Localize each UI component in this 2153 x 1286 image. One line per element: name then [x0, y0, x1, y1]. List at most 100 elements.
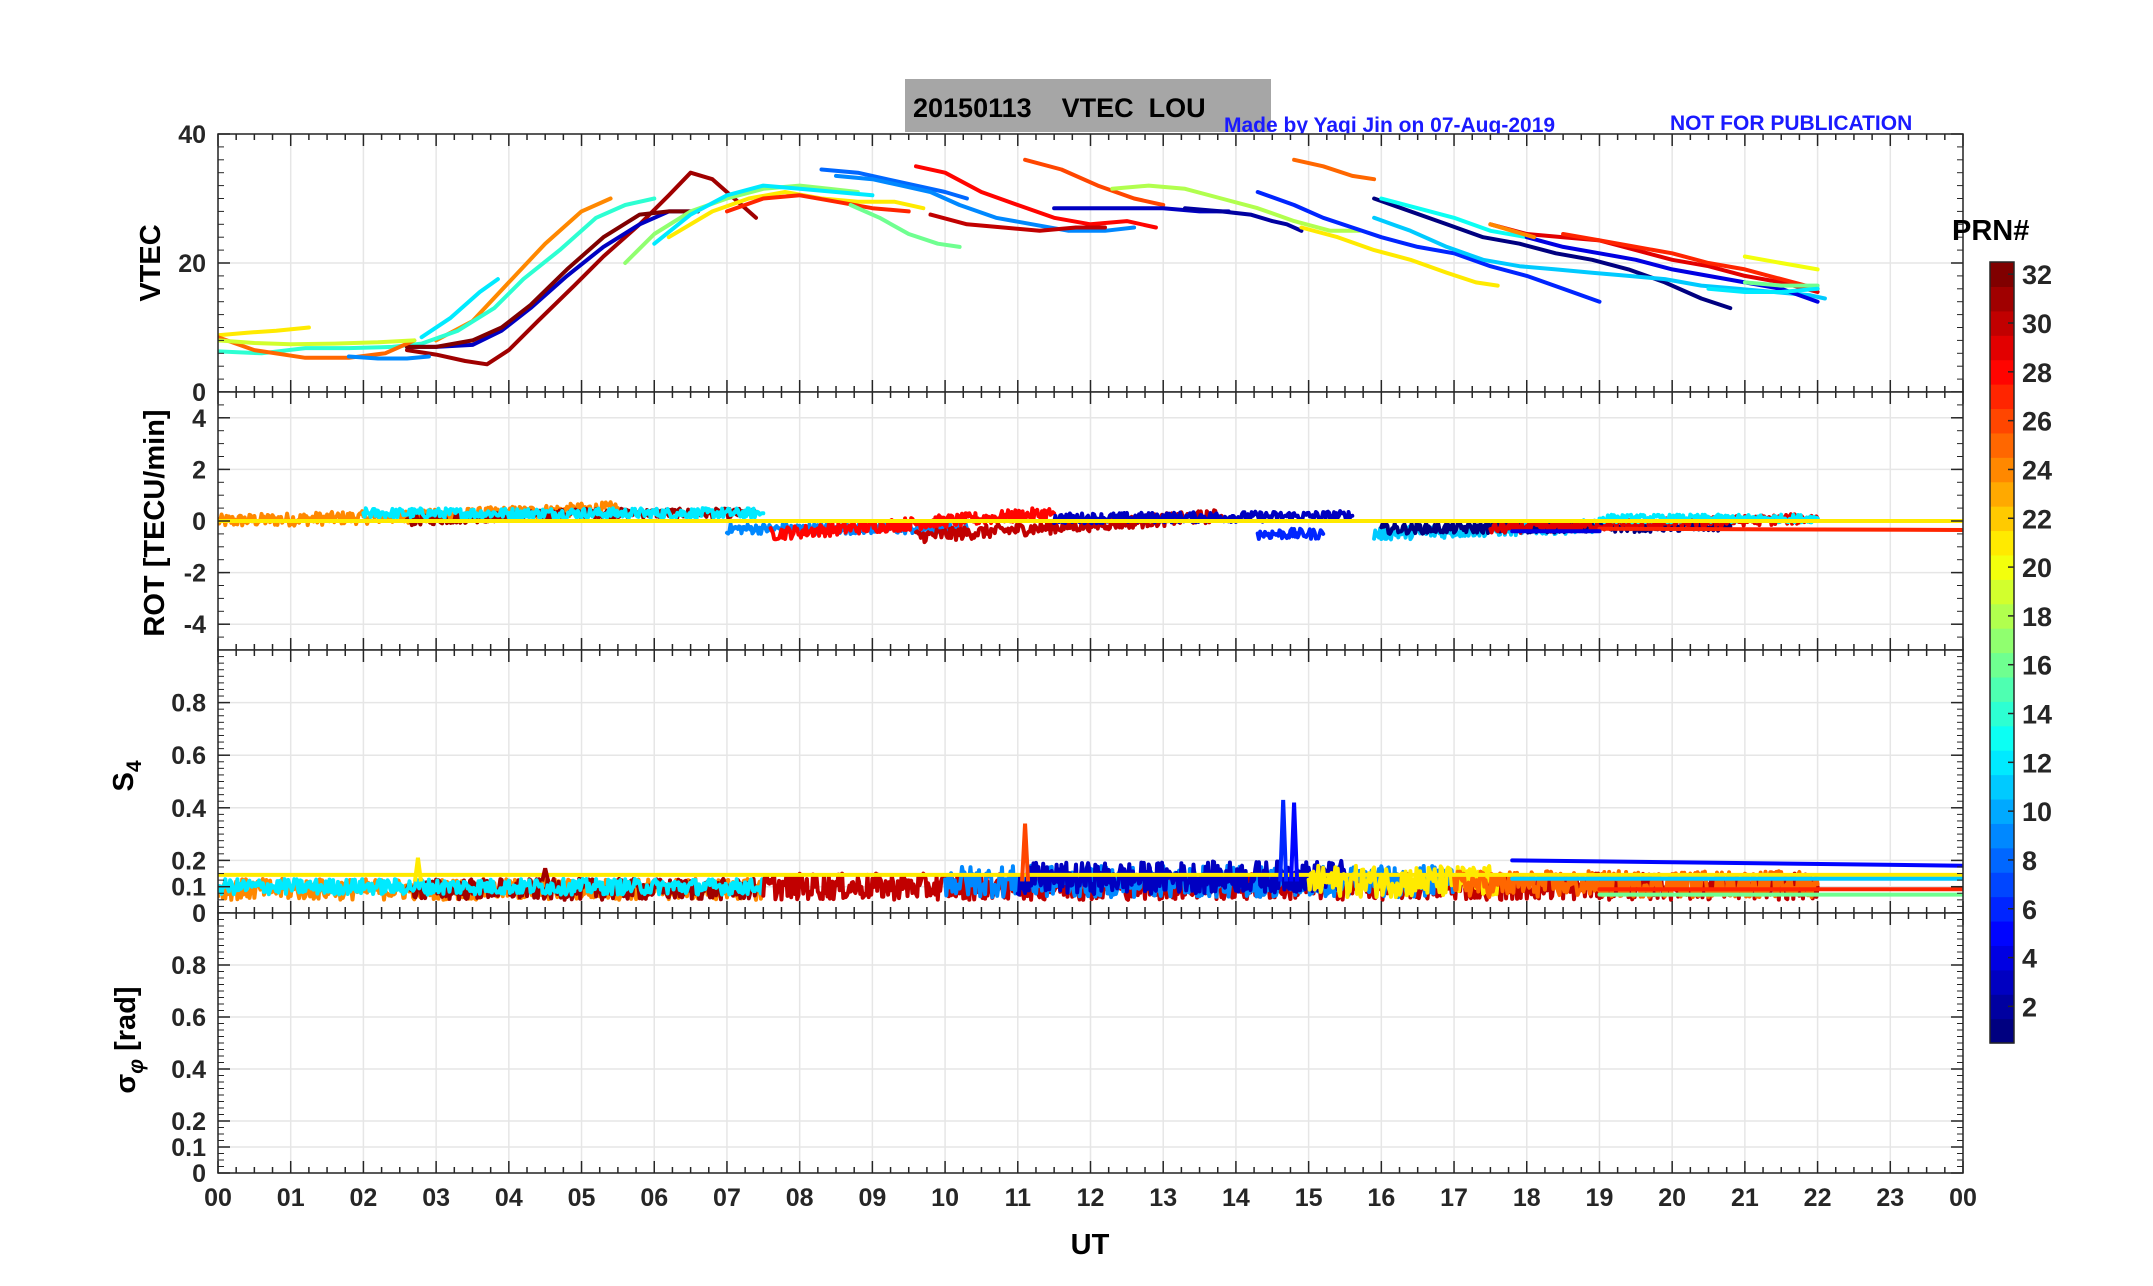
s4-series-prn-5 [1510, 858, 1963, 868]
sigphi-y-tick-label: 0.6 [171, 1004, 206, 1032]
colorbar-tick-label: 4 [2022, 944, 2037, 974]
vtec-series-prn-6 [1255, 190, 1602, 304]
vtec-y-tick-label: 0 [192, 379, 206, 407]
x-tick-label: 23 [1876, 1184, 1904, 1212]
x-tick-label: 19 [1586, 1184, 1614, 1212]
panel-vtec: 0 20 40 [178, 121, 1964, 407]
s4-y-tick-label: 0 [192, 900, 206, 928]
rot-y-tick-label: -2 [184, 560, 206, 588]
panel-s4: 00.10.2 0.4 0.6 0.8 [171, 649, 1964, 928]
vtec-series-prn-14 [218, 196, 657, 356]
vtec-series-prn-20 [1742, 254, 1820, 272]
colorbar-tick-label: 18 [2022, 602, 2052, 632]
x-tick-label: 17 [1440, 1184, 1468, 1212]
x-tick-label: 09 [858, 1184, 886, 1212]
x-tick-label: 05 [568, 1184, 596, 1212]
colorbar-tick-label: 14 [2022, 700, 2052, 730]
vtec-series-prn-13 [1379, 196, 1529, 240]
colorbar-tick-label: 16 [2022, 651, 2052, 681]
colorbar-tick-label: 12 [2022, 748, 2052, 778]
sigphi-y-tick-label: 0.2 [171, 1108, 206, 1136]
s4-spike-prn-26 [1020, 823, 1031, 882]
colorbar-tick-label: 26 [2022, 407, 2052, 437]
vtec-y-tick-label: 20 [178, 250, 206, 278]
x-tick-label: 20 [1658, 1184, 1686, 1212]
vtec-series-prn-9 [834, 173, 1137, 233]
vtec-axis-label: VTEC [135, 224, 167, 301]
colorbar-segment [1990, 628, 2014, 654]
x-tick-label: 07 [713, 1184, 741, 1212]
s4-series-prn-12 [218, 876, 766, 897]
vtec-series-prn-26 [1023, 157, 1166, 207]
sigphi-y-tick-label: 0 [192, 1160, 206, 1188]
s4-y-tick-label: 0.2 [171, 847, 206, 875]
vtec-series-prn-17 [623, 183, 860, 265]
vtec-series-prn-19 [218, 338, 417, 347]
x-tick-label: 15 [1295, 1184, 1323, 1212]
colorbar-segment [1990, 481, 2014, 507]
rot-series-prn-12 [1597, 512, 1820, 525]
colorbar-tick-label: 28 [2022, 358, 2052, 388]
s4-axis-label: S4 [108, 760, 146, 791]
rot-series-prn-28 [768, 506, 1057, 542]
s4-y-tick-label: 0.1 [171, 874, 206, 902]
colorbar-tick-label: 22 [2022, 504, 2052, 534]
vtec-series-prn-29 [1488, 222, 1820, 294]
sigphi-y-tick-label: 0.8 [171, 952, 206, 980]
x-tick-label: 06 [640, 1184, 668, 1212]
vtec-series-prn-16 [848, 203, 962, 249]
colorbar-tick-label: 20 [2022, 553, 2052, 583]
colorbar-segment [1990, 725, 2014, 751]
colorbar-tick-label: 24 [2022, 455, 2052, 485]
s4-spike-prn-21 [412, 857, 423, 882]
sigphi-axis-label: σφ [rad] [110, 986, 148, 1093]
vtec-series-prn-1 [1372, 196, 1733, 311]
vtec-series-prn-8 [819, 167, 969, 201]
vtec-series-prn-32 [405, 209, 700, 349]
vtec-y-tick-label: 40 [178, 121, 206, 149]
x-tick-label: 14 [1222, 1184, 1250, 1212]
colorbar-tick-label: 32 [2022, 260, 2052, 290]
vtec-series-prn-2 [1183, 206, 1304, 233]
x-tick-labels: 00 01 02 03 04 05 06 07 08 09 10 11 12 13 14 15 16 17 18 19… [204, 1184, 1977, 1212]
x-tick-label: 10 [931, 1184, 959, 1212]
x-tick-label: 13 [1149, 1184, 1177, 1212]
rot-series-prn-27 [1597, 526, 1963, 532]
colorbar-segment [1990, 286, 2014, 312]
vtec-series-prn-9 [346, 354, 431, 361]
sigphi-y-tick-label: 0.1 [171, 1134, 206, 1162]
x-tick-label: 16 [1367, 1184, 1395, 1212]
colorbar-tick-label: 8 [2022, 846, 2037, 876]
rot-y-tick-label: 0 [192, 508, 206, 536]
x-tick-label: 21 [1731, 1184, 1759, 1212]
colorbar-frame [1989, 261, 2015, 1044]
sigphi-y-tick-label: 0.4 [171, 1056, 206, 1084]
colorbar-segment [1990, 1018, 2014, 1044]
rot-series [218, 500, 1963, 545]
vtec-series-prn-25 [1292, 157, 1377, 182]
colorbar-tick-label: 2 [2022, 992, 2037, 1022]
notice-text: NOT FOR PUBLICATION [1670, 112, 1912, 135]
s4-y-tick-label: 0.8 [171, 690, 206, 718]
credit-text: Made by Yaqi Jin on 07-Aug-2019 [1224, 114, 1555, 137]
x-tick-label: 12 [1077, 1184, 1105, 1212]
s4-spike-prn-5 [1289, 802, 1300, 882]
panel-sigphi: 00.10.2 0.4 0.6 0.8 [171, 912, 1964, 1188]
colorbar-segment [1990, 530, 2014, 556]
x-tick-label: 02 [350, 1184, 378, 1212]
colorbar-segment [1990, 920, 2014, 946]
vtec-series-prn-3 [405, 209, 700, 349]
vtec-series-prn-16 [1742, 280, 1820, 288]
colorbar-segment [1990, 432, 2014, 458]
x-tick-label: 00 [204, 1184, 232, 1212]
vtec-series-prn-28 [914, 164, 1158, 230]
vtec-series-prn-27 [1561, 232, 1820, 291]
rot-series-prn-12 [361, 506, 766, 521]
colorbar-segment [1990, 384, 2014, 410]
vtec-series-prn-31 [405, 170, 758, 367]
colorbar-title: PRN# [1952, 215, 2029, 247]
chart-title: 20150113 VTEC LOU [913, 93, 1206, 123]
title-box [905, 79, 1271, 132]
